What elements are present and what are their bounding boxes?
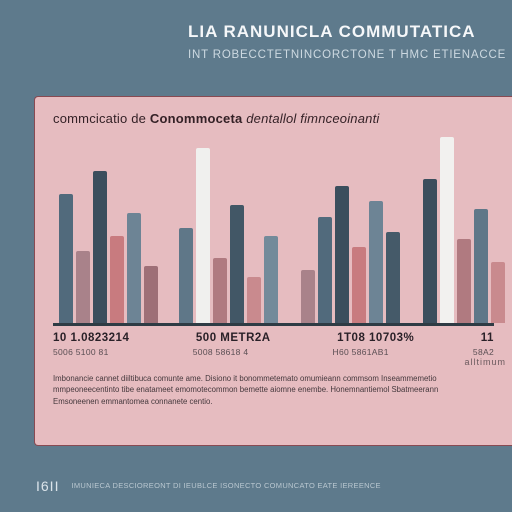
bar-2-1	[318, 217, 332, 323]
bar-3-2	[457, 239, 471, 323]
tick-sub-2: H60 5861AB1	[333, 347, 389, 357]
bar-2-0	[301, 270, 315, 323]
panel-title-italic: dentallol fimnceoinanti	[246, 111, 379, 126]
bar-0-5	[144, 266, 158, 323]
bar-1-5	[264, 236, 278, 323]
chart-panel: commcicatio de Conommoceta dentallol fim…	[34, 96, 512, 446]
page-title: LIA RANUNICLA COMMUTATICA	[188, 22, 512, 42]
bar-3-3	[474, 209, 488, 323]
page-subtitle: INT ROBECCTETNINCORCTONE T HMC ETIENACCE	[188, 49, 512, 61]
bar-2-4	[369, 201, 383, 323]
footer-text: IMUNIECA DESCIOREONT DI IEUBLCE ISONECTO…	[71, 481, 380, 491]
bar-2-2	[335, 186, 349, 323]
tick-main-3: 11	[481, 332, 494, 344]
bar-0-3	[110, 236, 124, 323]
x-axis-ticks-sub: 5006 5100 81 5008 58618 4 H60 5861AB1 58A2	[53, 347, 494, 357]
bar-2-3	[352, 247, 366, 323]
footer: I6II IMUNIECA DESCIOREONT DI IEUBLCE ISO…	[36, 478, 494, 494]
bar-1-3	[230, 205, 244, 323]
side-label: alltimum	[464, 357, 506, 367]
tick-sub-1: 5008 58618 4	[193, 347, 249, 357]
bar-1-1	[196, 148, 210, 323]
panel-caption: Imbonancie cannet diiltibuca comunte ame…	[53, 373, 476, 407]
page-root: LIA RANUNICLA COMMUTATICA INT ROBECCTETN…	[0, 0, 512, 512]
bar-1-2	[213, 258, 227, 323]
panel-title: commcicatio de Conommoceta dentallol fim…	[53, 111, 494, 126]
bar-0-4	[127, 213, 141, 323]
bar-group-2	[301, 186, 400, 323]
bar-group-3	[423, 137, 505, 323]
bar-1-4	[247, 277, 261, 323]
tick-sub-3: 58A2	[473, 347, 494, 357]
header: LIA RANUNICLA COMMUTATICA INT ROBECCTETN…	[0, 0, 512, 75]
bar-3-0	[423, 179, 437, 323]
bar-0-0	[59, 194, 73, 323]
bar-3-1	[440, 137, 454, 323]
bar-group-0	[59, 171, 158, 323]
footer-logo: I6II	[36, 478, 59, 494]
bar-2-5	[386, 232, 400, 323]
tick-sub-0: 5006 5100 81	[53, 347, 109, 357]
bar-0-1	[76, 251, 90, 323]
bar-3-4	[491, 262, 505, 323]
x-axis-ticks-main: 10 1.0823214 500 METR2A 1T08 10703% 11	[53, 332, 494, 344]
bar-group-1	[179, 148, 278, 323]
panel-title-plain: commcicatio de	[53, 111, 150, 126]
tick-main-2: 1T08 10703%	[337, 332, 414, 344]
bar-0-2	[93, 171, 107, 323]
panel-title-bold: Conommoceta	[150, 111, 246, 126]
tick-main-1: 500 METR2A	[196, 332, 271, 344]
bar-1-0	[179, 228, 193, 323]
tick-main-0: 10 1.0823214	[53, 332, 129, 344]
bar-chart	[53, 136, 494, 326]
